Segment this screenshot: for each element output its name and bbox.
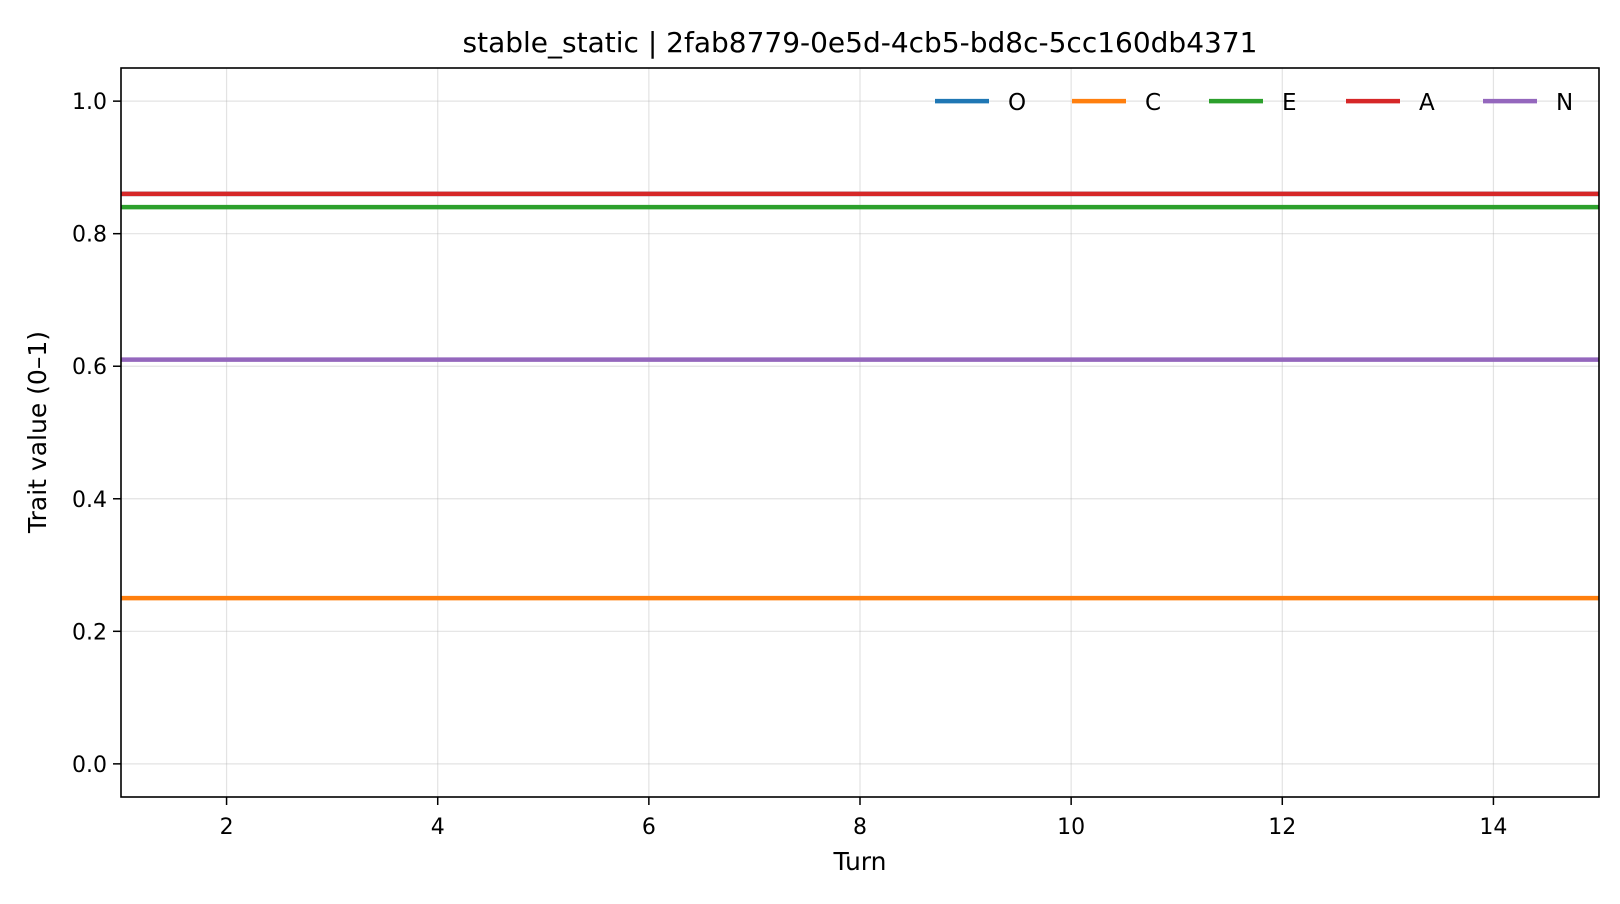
x-axis-label: Turn [832, 847, 886, 876]
y-tick-label: 0.4 [72, 488, 107, 513]
x-tick-label: 4 [431, 815, 445, 840]
x-tick-label: 10 [1057, 815, 1085, 840]
y-tick-label: 1.0 [72, 90, 107, 115]
x-tick-label: 6 [642, 815, 656, 840]
y-axis-label: Trait value (0–1) [23, 331, 52, 534]
series-lines [121, 191, 1599, 601]
x-tick-label: 12 [1268, 815, 1296, 840]
legend-label-o: O [1008, 90, 1026, 116]
legend-label-c: C [1145, 90, 1161, 116]
y-tick-label: 0.0 [72, 753, 107, 778]
legend-label-a: A [1419, 90, 1435, 116]
x-tick-label: 2 [220, 815, 234, 840]
y-tick-label: 0.2 [72, 620, 107, 645]
legend-label-n: N [1556, 90, 1573, 116]
legend-label-e: E [1282, 90, 1297, 116]
axis-ticks: 2 4 6 8 10 12 14 0.0 0.2 0.4 0.6 0.8 1.0 [72, 90, 1507, 840]
y-tick-label: 0.6 [72, 355, 107, 380]
x-tick-label: 8 [853, 815, 867, 840]
chart-title: stable_static | 2fab8779-0e5d-4cb5-bd8c-… [463, 26, 1258, 59]
y-tick-label: 0.8 [72, 223, 107, 248]
x-tick-label: 14 [1479, 815, 1507, 840]
grid [121, 68, 1599, 797]
